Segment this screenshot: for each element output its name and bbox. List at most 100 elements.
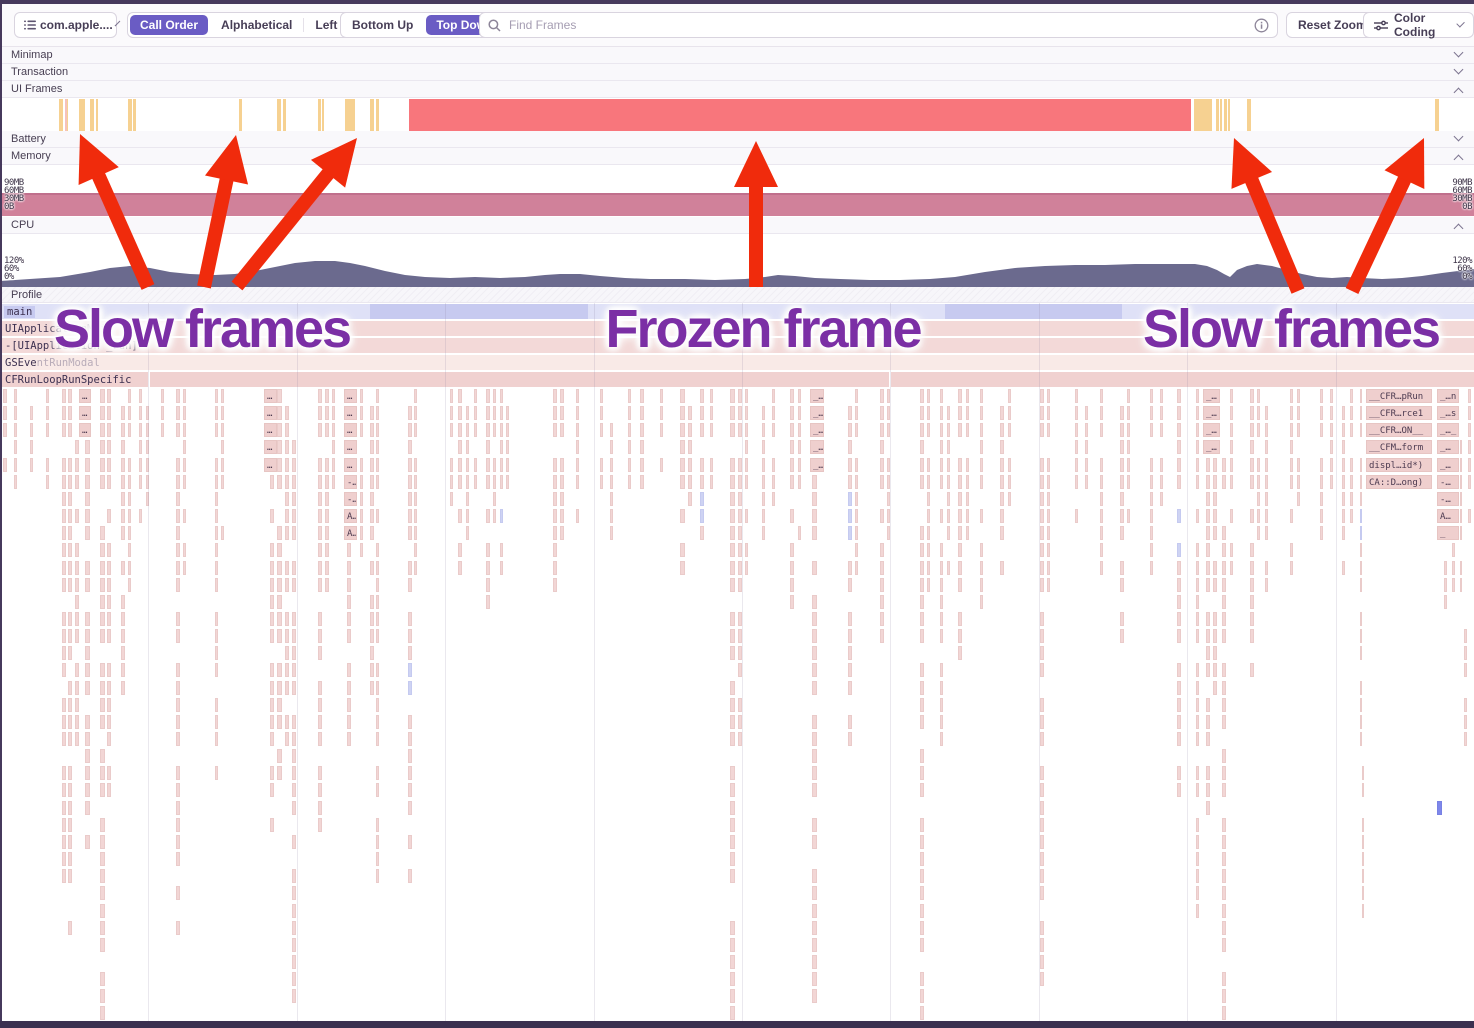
stack-frame-bar[interactable]: [270, 663, 274, 678]
stack-frame-bar[interactable]: [553, 577, 557, 592]
stack-frame-bar[interactable]: [798, 389, 801, 403]
stack-frame-bar[interactable]: [270, 714, 274, 729]
stack-frame-bar[interactable]: [500, 389, 503, 403]
stack-frame-bar[interactable]: [128, 389, 131, 403]
stack-frame-bar[interactable]: [414, 491, 417, 506]
stack-frame-bar[interactable]: [1196, 817, 1199, 832]
stack-frame-bar[interactable]: [1150, 406, 1153, 421]
stack-frame-bar[interactable]: [660, 423, 663, 438]
stack-frame-bar[interactable]: [700, 491, 704, 506]
stack-frame-bar[interactable]: [745, 543, 748, 558]
chevron-down-icon[interactable]: [1453, 47, 1464, 58]
stack-frame-bar[interactable]: [1250, 629, 1254, 644]
stack-frame-bar[interactable]: [1047, 560, 1050, 575]
stack-frame-bar[interactable]: [855, 526, 858, 541]
stack-frame-bar[interactable]: [560, 457, 564, 472]
stack-frame-bar-labeled[interactable]: …: [344, 406, 357, 421]
chevron-up-icon[interactable]: [1453, 223, 1464, 234]
stack-frame-bar[interactable]: [100, 834, 105, 849]
stack-frame-bar[interactable]: [762, 526, 765, 541]
stack-frame-bar[interactable]: [730, 783, 735, 798]
stack-frame-bar[interactable]: [920, 543, 924, 558]
stack-frame-bar[interactable]: [176, 697, 180, 712]
stack-frame-bar[interactable]: [176, 560, 180, 575]
stack-frame-bar[interactable]: [292, 629, 296, 644]
stack-frame-bar[interactable]: [1213, 474, 1217, 489]
stack-frame-bar[interactable]: [738, 732, 742, 746]
stack-frame-bar[interactable]: [458, 457, 462, 472]
stack-frame-bar[interactable]: [880, 611, 884, 626]
stack-frame-bar[interactable]: [176, 817, 180, 832]
stack-frame-bar[interactable]: [493, 457, 496, 472]
stack-frame-bar[interactable]: [1468, 440, 1471, 455]
stack-frame-bar[interactable]: [121, 594, 125, 609]
track-row-ui-frames[interactable]: UI Frames: [2, 81, 1474, 98]
stack-frame-bar[interactable]: [560, 509, 564, 524]
stack-frame-bar[interactable]: [176, 766, 180, 781]
stack-frame-bar[interactable]: [408, 577, 412, 592]
stack-frame-bar[interactable]: [798, 440, 801, 455]
stack-frame-bar[interactable]: [1342, 491, 1345, 506]
stack-frame-bar[interactable]: [1444, 577, 1447, 592]
stack-frame-bar[interactable]: [812, 663, 817, 678]
stack-frame-bar[interactable]: [285, 560, 289, 575]
stack-frame-bar[interactable]: [360, 389, 363, 403]
info-icon[interactable]: [1254, 18, 1269, 33]
stack-frame-bar[interactable]: [376, 423, 379, 438]
stack-frame-bar[interactable]: [318, 526, 322, 541]
stack-frame-bar[interactable]: [176, 680, 180, 695]
stack-frame-bar[interactable]: [1360, 697, 1362, 712]
stack-frame-bar[interactable]: [1177, 697, 1181, 712]
stack-frame-bar[interactable]: [30, 440, 33, 455]
stack-frame-bar[interactable]: [100, 783, 105, 798]
stack-frame-bar[interactable]: [1464, 646, 1467, 661]
stack-frame-bar[interactable]: [176, 423, 180, 438]
stack-frame-bar[interactable]: [1177, 543, 1181, 558]
stack-frame-bar[interactable]: [958, 474, 962, 489]
stack-frame-bar[interactable]: [370, 594, 374, 609]
stack-frame-bar[interactable]: [1150, 526, 1153, 541]
stack-frame-bar[interactable]: [1196, 543, 1199, 558]
stack-frame-bar[interactable]: [347, 543, 351, 558]
stack-frame-bar[interactable]: [980, 389, 983, 403]
stack-frame-bar[interactable]: [292, 903, 296, 918]
stack-frame-bar[interactable]: [980, 423, 983, 438]
stack-frame-bar[interactable]: [812, 989, 817, 1004]
stack-frame-bar[interactable]: [100, 749, 105, 764]
stack-frame-bar[interactable]: [1222, 869, 1226, 884]
stack-frame-bar[interactable]: [1452, 560, 1455, 575]
stack-frame-bar[interactable]: [1362, 817, 1364, 832]
stack-frame-bar[interactable]: [376, 766, 379, 781]
stack-frame-bar[interactable]: [107, 474, 111, 489]
stack-frame-bar[interactable]: [940, 714, 943, 729]
stack-frame-bar[interactable]: [640, 389, 644, 403]
stack-frame-bar[interactable]: [940, 440, 943, 455]
stack-frame-bar[interactable]: [332, 457, 335, 472]
stack-frame-bar[interactable]: [360, 491, 363, 506]
stack-frame-bar[interactable]: [285, 457, 289, 472]
stack-frame-bar[interactable]: [1196, 440, 1199, 455]
stack-frame-bar[interactable]: [3, 457, 7, 472]
stack-frame-bar[interactable]: [1230, 406, 1233, 421]
stack-frame-bar[interactable]: [292, 714, 296, 729]
stack-frame-bar[interactable]: [1040, 714, 1044, 729]
stack-frame-bar[interactable]: [688, 457, 692, 472]
stack-frame-bar[interactable]: [121, 406, 125, 421]
sort-call-order-button[interactable]: Call Order: [130, 15, 209, 35]
stack-frame-bar-labeled[interactable]: A…: [344, 526, 357, 541]
stack-frame-bar[interactable]: [68, 766, 72, 781]
stack-frame-bar[interactable]: [128, 560, 131, 575]
stack-frame-bar[interactable]: [75, 680, 79, 695]
stack-frame-bar[interactable]: [100, 697, 105, 712]
stack-frame-bar[interactable]: [270, 509, 274, 524]
stack-frame-bar[interactable]: [1222, 920, 1226, 935]
stack-frame-bar[interactable]: [1350, 423, 1353, 438]
stack-frame-bar[interactable]: [1320, 526, 1323, 541]
stack-frame-bar[interactable]: [121, 629, 125, 644]
stack-frame-bar[interactable]: [486, 440, 490, 455]
stack-frame-bar[interactable]: [730, 611, 735, 626]
stack-frame-bar[interactable]: [107, 663, 111, 678]
stack-frame-bar[interactable]: [370, 646, 374, 661]
stack-frame-bar[interactable]: [1040, 457, 1044, 472]
stack-frame-bar[interactable]: [107, 783, 111, 798]
